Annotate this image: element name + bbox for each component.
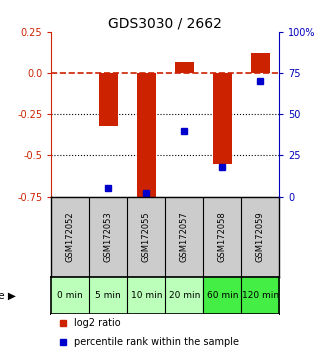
Text: 10 min: 10 min — [131, 291, 162, 300]
Text: percentile rank within the sample: percentile rank within the sample — [74, 337, 239, 347]
Text: 0 min: 0 min — [57, 291, 83, 300]
Bar — [99, 73, 118, 126]
Text: GSM172057: GSM172057 — [180, 212, 189, 262]
Bar — [175, 62, 194, 73]
Text: 20 min: 20 min — [169, 291, 200, 300]
Text: log2 ratio: log2 ratio — [74, 318, 121, 328]
Text: 120 min: 120 min — [242, 291, 279, 300]
Bar — [213, 73, 232, 164]
Text: GSM172059: GSM172059 — [256, 212, 265, 262]
Text: GSM172053: GSM172053 — [104, 212, 113, 262]
Text: GSM172058: GSM172058 — [218, 212, 227, 262]
Bar — [251, 53, 270, 73]
Text: time ▶: time ▶ — [0, 291, 16, 301]
Text: GSM172055: GSM172055 — [142, 212, 151, 262]
Text: GSM172052: GSM172052 — [66, 212, 75, 262]
Text: 5 min: 5 min — [95, 291, 121, 300]
Bar — [137, 73, 156, 201]
Text: 60 min: 60 min — [206, 291, 238, 300]
Title: GDS3030 / 2662: GDS3030 / 2662 — [108, 17, 222, 31]
